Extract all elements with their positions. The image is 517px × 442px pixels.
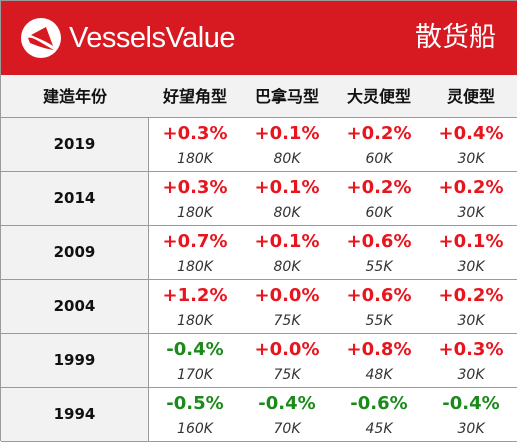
price-change-value: +0.3%: [162, 123, 228, 144]
price-change-value: +1.2%: [162, 285, 228, 306]
value-cell: -0.4% 30K: [425, 388, 517, 441]
price-change-value: +0.2%: [438, 285, 504, 306]
vessel-size-label: 30K: [457, 367, 485, 383]
value-cell: -0.6% 45K: [333, 388, 425, 441]
value-cell: +1.2% 180K: [149, 280, 241, 333]
price-change-value: +0.0%: [254, 339, 320, 360]
table-row: 2019 +0.3% 180K +0.1% 80K +0.2% 60K +0.4% 30K: [1, 118, 517, 172]
table-row: 2009 +0.7% 180K +0.1% 80K +0.6% 55K +0.1% 30K: [1, 226, 517, 280]
table-row: 2004 +1.2% 180K +0.0% 75K +0.6% 55K +0.2% 30K: [1, 280, 517, 334]
value-cell: +0.2% 60K: [333, 172, 425, 225]
vessel-size-label: 55K: [365, 313, 393, 329]
vessel-size-label: 30K: [457, 151, 485, 167]
build-year-cell: 1999: [1, 334, 149, 387]
value-cell: +0.0% 75K: [241, 280, 333, 333]
price-change-value: -0.4%: [258, 393, 316, 414]
vesselsvalue-logo-icon: [21, 18, 61, 58]
vessel-size-label: 160K: [177, 421, 213, 437]
value-cell: +0.6% 55K: [333, 280, 425, 333]
value-cell: +0.0% 75K: [241, 334, 333, 387]
value-cell: +0.1% 80K: [241, 226, 333, 279]
price-change-value: -0.5%: [166, 393, 224, 414]
price-change-value: +0.1%: [254, 177, 320, 198]
value-cell: +0.3% 180K: [149, 172, 241, 225]
vessel-size-label: 45K: [365, 421, 393, 437]
value-cell: +0.1% 80K: [241, 172, 333, 225]
price-change-value: +0.4%: [438, 123, 504, 144]
column-header-build-year: 建造年份: [42, 87, 107, 106]
build-year-cell: 2009: [1, 226, 149, 279]
value-cell: +0.1% 30K: [425, 226, 517, 279]
value-cell: +0.4% 30K: [425, 118, 517, 171]
column-header-capesize: 好望角型: [162, 87, 227, 106]
value-cell: +0.7% 180K: [149, 226, 241, 279]
price-change-value: +0.2%: [438, 177, 504, 198]
price-change-value: +0.2%: [346, 177, 412, 198]
build-year-cell: 2004: [1, 280, 149, 333]
price-change-value: +0.6%: [346, 231, 412, 252]
vessel-size-label: 80K: [273, 151, 301, 167]
price-change-value: +0.8%: [346, 339, 412, 360]
price-change-value: +0.3%: [438, 339, 504, 360]
vessel-size-label: 30K: [457, 259, 485, 275]
price-change-value: +0.2%: [346, 123, 412, 144]
vessel-size-label: 60K: [365, 151, 393, 167]
price-change-value: -0.6%: [350, 393, 408, 414]
vessel-size-label: 70K: [273, 421, 301, 437]
column-header-row: 建造年份 好望角型 巴拿马型 大灵便型 灵便型: [1, 75, 517, 118]
value-cell: +0.6% 55K: [333, 226, 425, 279]
price-change-value: +0.1%: [254, 231, 320, 252]
value-cell: -0.4% 70K: [241, 388, 333, 441]
column-header-supramax: 大灵便型: [346, 87, 411, 106]
price-change-value: -0.4%: [442, 393, 500, 414]
value-cell: +0.8% 48K: [333, 334, 425, 387]
vessel-size-label: 48K: [365, 367, 393, 383]
price-change-value: +0.1%: [254, 123, 320, 144]
price-change-value: +0.7%: [162, 231, 228, 252]
vessel-size-label: 170K: [177, 367, 213, 383]
build-year-cell: 2019: [1, 118, 149, 171]
table-row: 1994 -0.5% 160K -0.4% 70K -0.6% 45K -0.4% 30K: [1, 388, 517, 442]
vessel-size-label: 180K: [177, 259, 213, 275]
build-year-cell: 1994: [1, 388, 149, 441]
header-bar: VesselsValue 散货船: [1, 1, 517, 75]
value-cell: +0.2% 30K: [425, 172, 517, 225]
price-change-value: +0.1%: [438, 231, 504, 252]
price-change-value: +0.3%: [162, 177, 228, 198]
column-header-handysize: 灵便型: [446, 87, 495, 106]
vessel-size-label: 180K: [177, 205, 213, 221]
vessel-size-label: 80K: [273, 259, 301, 275]
table-row: 2014 +0.3% 180K +0.1% 80K +0.2% 60K +0.2% 30K: [1, 172, 517, 226]
vessel-size-label: 80K: [273, 205, 301, 221]
vessel-size-label: 180K: [177, 151, 213, 167]
vessel-size-label: 75K: [273, 313, 301, 329]
value-cell: +0.2% 60K: [333, 118, 425, 171]
value-cell: +0.2% 30K: [425, 280, 517, 333]
value-cell: +0.3% 180K: [149, 118, 241, 171]
vessel-size-label: 55K: [365, 259, 393, 275]
vessel-size-label: 60K: [365, 205, 393, 221]
vessel-size-label: 75K: [273, 367, 301, 383]
price-change-value: +0.6%: [346, 285, 412, 306]
section-title: 散货船: [415, 22, 496, 53]
price-change-value: -0.4%: [166, 339, 224, 360]
build-year-cell: 2014: [1, 172, 149, 225]
brand-name: VesselsValue: [69, 22, 235, 54]
vessel-size-label: 180K: [177, 313, 213, 329]
column-header-panamax: 巴拿马型: [254, 87, 319, 106]
vessel-size-label: 30K: [457, 313, 485, 329]
table-row: 1999 -0.4% 170K +0.0% 75K +0.8% 48K +0.3% 30K: [1, 334, 517, 388]
value-cell: -0.5% 160K: [149, 388, 241, 441]
value-cell: +0.1% 80K: [241, 118, 333, 171]
value-cell: -0.4% 170K: [149, 334, 241, 387]
vessel-size-label: 30K: [457, 421, 485, 437]
value-cell: +0.3% 30K: [425, 334, 517, 387]
price-change-value: +0.0%: [254, 285, 320, 306]
vessel-size-label: 30K: [457, 205, 485, 221]
